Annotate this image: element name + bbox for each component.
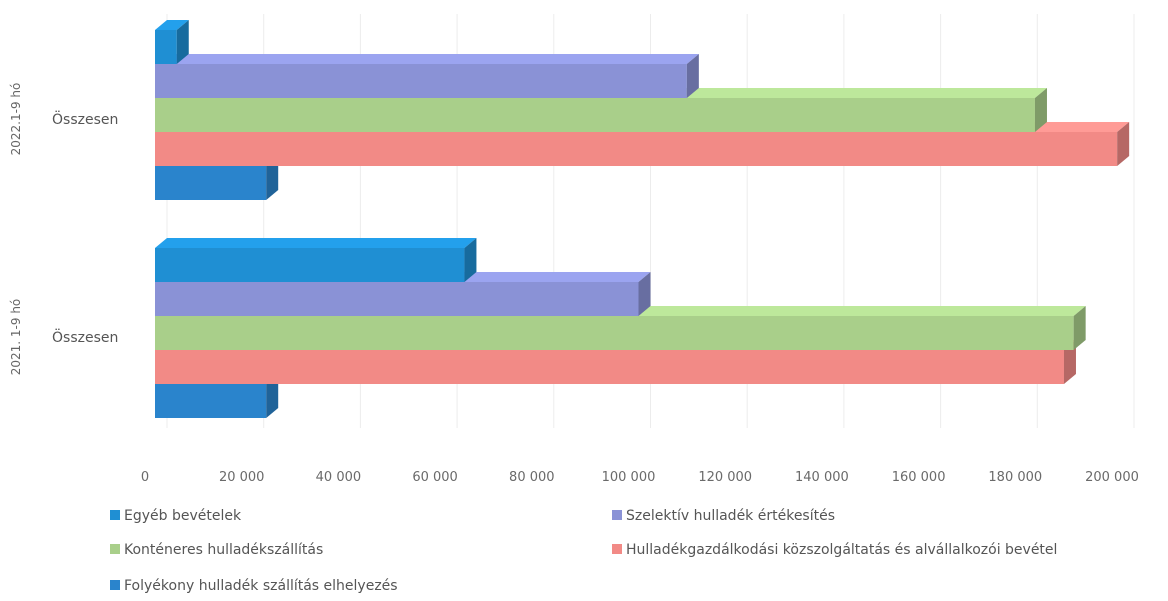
- bar-side-face: [176, 20, 189, 64]
- x-tick-label: 180 000: [988, 470, 1042, 485]
- legend-label: Szelektív hulladék értékesítés: [626, 508, 835, 524]
- bar-side-face: [1117, 122, 1130, 166]
- bar: [155, 98, 1035, 132]
- bar: [155, 350, 1064, 384]
- legend-swatch: [110, 544, 120, 554]
- bar-side-face: [1063, 340, 1076, 384]
- axis-labels: 0 20 000 40 000 60 000 80 000 100 000 120 000 1…: [9, 83, 1139, 485]
- bar-side-face: [266, 156, 279, 200]
- legend-label: Folyékony hulladék szállítás elhelyezés: [124, 578, 398, 594]
- bar-side-face: [638, 272, 651, 316]
- legend-label: Konténeres hulladékszállítás: [124, 542, 323, 558]
- legend: Egyéb bevételek Szelektív hulladék értéke…: [110, 508, 1057, 594]
- bar: [155, 384, 267, 418]
- legend-label: Hulladékgazdálkodási közszolgáltatás és …: [626, 542, 1057, 558]
- legend-swatch: [612, 510, 622, 520]
- bar: [155, 316, 1074, 350]
- x-tick-label: 100 000: [602, 470, 656, 485]
- bar: [155, 132, 1118, 166]
- x-tick-label: 120 000: [698, 470, 752, 485]
- bar-side-face: [266, 374, 279, 418]
- legend-swatch: [110, 580, 120, 590]
- legend-label: Egyéb bevételek: [124, 508, 242, 524]
- bar: [155, 166, 267, 200]
- x-tick-label: 200 000: [1085, 470, 1139, 485]
- x-tick-label: 20 000: [219, 470, 265, 485]
- bar-side-face: [1073, 306, 1086, 350]
- bar: [155, 30, 177, 64]
- bar-top-face: [155, 54, 699, 64]
- bar-side-face: [686, 54, 699, 98]
- x-tick-label: 40 000: [316, 470, 362, 485]
- x-tick-label: 140 000: [795, 470, 849, 485]
- category-label: Összesen: [52, 110, 118, 128]
- bar-top-face: [155, 238, 477, 248]
- bar: [155, 248, 465, 282]
- bar-side-face: [464, 238, 477, 282]
- x-tick-label: 0: [141, 470, 149, 485]
- bars: [155, 20, 1130, 418]
- x-tick-label: 80 000: [509, 470, 555, 485]
- group-label: 2022.1-9 hó: [9, 83, 23, 156]
- legend-swatch: [612, 544, 622, 554]
- legend-swatch: [110, 510, 120, 520]
- bar-side-face: [1034, 88, 1047, 132]
- bar: [155, 64, 687, 98]
- x-tick-label: 60 000: [412, 470, 458, 485]
- bar-top-face: [155, 20, 189, 30]
- x-tick-label: 160 000: [892, 470, 946, 485]
- bar: [155, 282, 639, 316]
- category-label: Összesen: [52, 328, 118, 346]
- group-label: 2021. 1-9 hó: [9, 299, 23, 376]
